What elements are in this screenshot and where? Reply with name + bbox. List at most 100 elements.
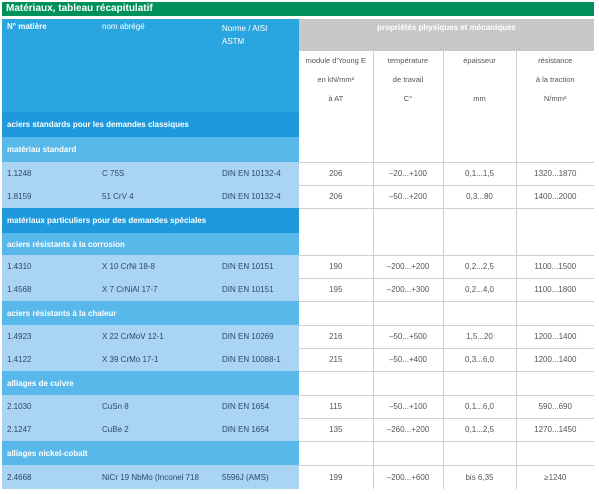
header-number: N° matière: [2, 19, 97, 51]
cell-norm: DIN EN 1654: [217, 418, 299, 441]
section-corrosion: aciers résistants à la corrosion: [2, 233, 299, 255]
cell-modulus: 206: [299, 161, 374, 185]
cell-name: X 39 CrMo 17-1: [97, 348, 217, 371]
cell-name: X 7 CrNiAl 17-7: [97, 278, 217, 301]
cell-strength: ≥1240: [516, 464, 595, 489]
cell-modulus: 190: [299, 254, 374, 278]
header-row: N° matière nom abrégé Norme / AISI ASTM …: [2, 19, 595, 51]
cell-norm: DIN EN 10132-4: [217, 185, 299, 208]
cell-thickness: 0,1...6,0: [443, 394, 517, 418]
cell-temperature: –50...+100: [373, 394, 444, 418]
cell-modulus: 135: [299, 417, 374, 441]
header-modulus: module d'Young E en kN/mm² à AT: [299, 51, 374, 112]
cell-number: 2.1247: [2, 418, 97, 441]
section-copper: alliages de cuivre: [2, 371, 299, 395]
header-thickness: épaisseur mm: [443, 51, 517, 112]
cell-norm: DIN EN 10088-1: [217, 348, 299, 371]
table-row: 2.4668 NiCr 19 NbMo (Inconel 718 5596J (…: [2, 464, 595, 489]
header-short-name: nom abrégé: [97, 19, 217, 51]
cell-name: X 22 CrMoV 12-1: [97, 325, 217, 348]
table-row: 1.4923 X 22 CrMoV 12-1 DIN EN 10269 216 …: [2, 324, 595, 348]
cell-name: CuSn 8: [97, 395, 217, 418]
cell-norm: 5596J (AMS): [217, 465, 299, 489]
cell-thickness: 1,5...20: [443, 324, 517, 348]
cell-modulus: 195: [299, 277, 374, 301]
cell-strength: 1200...1400: [516, 324, 595, 348]
cell-temperature: –200...+200: [373, 254, 444, 278]
table-title: Matériaux, tableau récapitulatif: [2, 2, 594, 16]
section-nickel: alliages nickel-cobalt: [2, 441, 299, 465]
cell-temperature: –260...+200: [373, 417, 444, 441]
table-row: 1.1248 C 75S DIN EN 10132-4 206 –20...+1…: [2, 161, 595, 185]
cell-modulus: 215: [299, 347, 374, 371]
section-row: alliages nickel-cobalt: [2, 440, 595, 465]
cell-thickness: 0,2...4,0: [443, 277, 517, 301]
cell-temperature: –200...+600: [373, 464, 444, 489]
cell-modulus: 206: [299, 184, 374, 208]
cell-number: 1.8159: [2, 185, 97, 208]
cell-number: 1.4310: [2, 255, 97, 278]
section-row: aciers standards pour les demandes class…: [2, 112, 595, 137]
cell-modulus: 115: [299, 394, 374, 418]
header-norm: Norme / AISI ASTM: [217, 19, 299, 51]
cell-name: NiCr 19 NbMo (Inconel 718: [97, 465, 217, 489]
section-standard-material: matériau standard: [2, 137, 299, 162]
cell-norm: DIN EN 10132-4: [217, 162, 299, 185]
cell-temperature: –50...+200: [373, 184, 444, 208]
cell-norm: DIN EN 10269: [217, 325, 299, 348]
cell-name: C 75S: [97, 162, 217, 185]
cell-temperature: –200...+300: [373, 277, 444, 301]
cell-name: CuBe 2: [97, 418, 217, 441]
cell-strength: 1200...1400: [516, 347, 595, 371]
cell-thickness: 0,1...1,5: [443, 161, 517, 185]
table-row: 2.1030 CuSn 8 DIN EN 1654 115 –50...+100…: [2, 394, 595, 418]
cell-temperature: –50...+500: [373, 324, 444, 348]
cell-modulus: 216: [299, 324, 374, 348]
cell-norm: DIN EN 1654: [217, 395, 299, 418]
section-heat: aciers résistants à la chaleur: [2, 301, 299, 325]
table-row: 1.4310 X 10 CrNi 18-8 DIN EN 10151 190 –…: [2, 254, 595, 278]
cell-thickness: 0,3...80: [443, 184, 517, 208]
cell-strength: 1100...1800: [516, 277, 595, 301]
section-row: matériau standard: [2, 137, 595, 162]
cell-strength: 1270...1450: [516, 417, 595, 441]
cell-number: 1.4568: [2, 278, 97, 301]
cell-thickness: 0,1...2,5: [443, 417, 517, 441]
table-row: 1.4568 X 7 CrNiAl 17-7 DIN EN 10151 195 …: [2, 277, 595, 301]
properties-title: propriétés physiques et mécaniques: [299, 19, 595, 51]
cell-strength: 1400...2000: [516, 184, 595, 208]
cell-thickness: bis 6,35: [443, 464, 517, 489]
section-row: matériaux particuliers pour des demandes…: [2, 207, 595, 233]
cell-name: X 10 CrNi 18-8: [97, 255, 217, 278]
header-norm-line1: Norme / AISI: [222, 24, 268, 33]
section-row: alliages de cuivre: [2, 370, 595, 395]
cell-temperature: –20...+100: [373, 161, 444, 185]
cell-name: 51 CrV 4: [97, 185, 217, 208]
cell-number: 2.4668: [2, 465, 97, 489]
section-special: matériaux particuliers pour des demandes…: [2, 208, 299, 233]
materials-table: N° matière nom abrégé Norme / AISI ASTM …: [2, 19, 595, 489]
cell-temperature: –50...+400: [373, 347, 444, 371]
cell-strength: 1320...1870: [516, 161, 595, 185]
cell-norm: DIN EN 10151: [217, 278, 299, 301]
cell-modulus: 199: [299, 464, 374, 489]
cell-number: 1.4923: [2, 325, 97, 348]
table-row: 2.1247 CuBe 2 DIN EN 1654 135 –260...+20…: [2, 417, 595, 441]
header-temperature: température de travail C°: [373, 51, 444, 112]
header-norm-line2: ASTM: [222, 37, 245, 46]
cell-strength: 1100...1500: [516, 254, 595, 278]
cell-thickness: 0,3...6,0: [443, 347, 517, 371]
cell-number: 2.1030: [2, 395, 97, 418]
cell-thickness: 0,2...2,5: [443, 254, 517, 278]
property-header-row: module d'Young E en kN/mm² à AT températ…: [2, 51, 595, 112]
table-row: 1.8159 51 CrV 4 DIN EN 10132-4 206 –50..…: [2, 184, 595, 208]
cell-number: 1.1248: [2, 162, 97, 185]
section-row: aciers résistants à la corrosion: [2, 233, 595, 255]
table-row: 1.4122 X 39 CrMo 17-1 DIN EN 10088-1 215…: [2, 347, 595, 371]
cell-number: 1.4122: [2, 348, 97, 371]
header-strength: résistance à la traction N/mm²: [516, 51, 595, 112]
section-row: aciers résistants à la chaleur: [2, 300, 595, 325]
cell-norm: DIN EN 10151: [217, 255, 299, 278]
cell-strength: 590...690: [516, 394, 595, 418]
section-standard: aciers standards pour les demandes class…: [2, 112, 299, 137]
